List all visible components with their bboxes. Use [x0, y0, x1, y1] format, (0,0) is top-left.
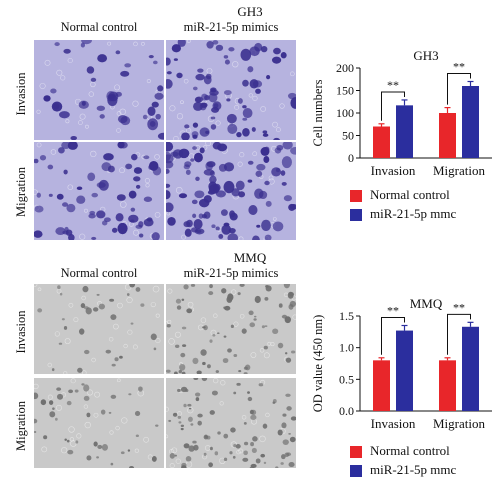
gh3-x-tick-label: Migration — [433, 163, 485, 178]
mmq-y-tick-label: 0.0 — [339, 404, 354, 418]
gh3-legend-mimic-swatch — [350, 209, 362, 221]
gh3-bar-invasion-mimic — [396, 105, 413, 158]
mmq-y-axis-label: OD value (450 nm) — [311, 315, 325, 413]
mmq-legend-mimic-swatch — [350, 465, 362, 477]
mmq-y-tick-label: 1.0 — [339, 341, 354, 355]
mmq-sig-marker: ** — [453, 300, 465, 314]
mmq-bar-invasion-mimic — [396, 330, 413, 411]
mmq-chart-title: MMQ — [410, 296, 443, 311]
gh3-bar-chart: GH3 0 50 100 150 200 Cell numbers ** Invasion ** M… — [311, 48, 492, 178]
mmq-bar-migration-mimic — [462, 326, 479, 411]
gh3-y-tick-label: 150 — [336, 84, 354, 98]
mmq-invasion-mimics-image — [166, 284, 296, 374]
gh3-migration-mimics-image — [166, 142, 296, 240]
gh3-legend-normal-swatch — [350, 190, 362, 202]
mmq-sig-bracket — [381, 317, 405, 355]
mmq-legend-normal-label: Normal control — [370, 443, 450, 458]
gh3-title: GH3 — [237, 4, 263, 19]
gh3-y-axis-label: Cell numbers — [311, 79, 325, 146]
gh3-y-tick-label: 0 — [348, 151, 354, 165]
gh3-bar-migration-normal — [439, 113, 456, 158]
gh3-col-label-mimics: miR-21-5p mimics — [183, 20, 279, 34]
mmq-col-label-normal: Normal control — [60, 266, 138, 280]
gh3-sig-bracket — [381, 91, 405, 121]
mmq-sig-bracket — [447, 313, 471, 355]
mmq-x-tick-label: Invasion — [371, 416, 416, 431]
mmq-sig-marker: ** — [387, 304, 399, 318]
mmq-title: MMQ — [233, 250, 267, 265]
gh3-legend-normal-label: Normal control — [370, 187, 450, 202]
gh3-row-label-migration: Migration — [14, 167, 28, 217]
gh3-y-tick-label: 50 — [342, 129, 354, 143]
gh3-y-tick-label: 100 — [336, 106, 354, 120]
gh3-sig-marker: ** — [453, 60, 465, 74]
gh3-row-label-invasion: Invasion — [14, 72, 28, 116]
mmq-bar-chart: MMQ 0.0 0.5 1.0 1.5 OD value (450 nm) ** Invasi… — [311, 296, 492, 431]
gh3-sig-bracket — [447, 73, 471, 105]
mmq-bar-migration-normal — [439, 360, 456, 411]
gh3-x-tick-label: Invasion — [371, 163, 416, 178]
gh3-sig-marker: ** — [387, 78, 399, 92]
mmq-col-label-mimics: miR-21-5p mimics — [183, 266, 279, 280]
gh3-invasion-mimics-image — [166, 40, 296, 140]
mmq-x-tick-label: Migration — [433, 416, 485, 431]
mmq-legend-mimic-label: miR-21-5p mmc — [370, 462, 457, 477]
mmq-row-label-migration: Migration — [14, 401, 28, 451]
gh3-legend-mimic-label: miR-21-5p mmc — [370, 206, 457, 221]
gh3-chart-title: GH3 — [413, 48, 438, 63]
mmq-bar-invasion-normal — [373, 360, 390, 411]
mmq-migration-mimics-image — [166, 378, 296, 468]
mmq-invasion-normal-image — [34, 284, 164, 374]
mmq-y-tick-label: 0.5 — [339, 372, 354, 386]
mmq-migration-normal-image — [34, 378, 164, 468]
gh3-migration-normal-image — [34, 142, 164, 240]
mmq-y-tick-label: 1.5 — [339, 309, 354, 323]
mmq-legend-normal-swatch — [350, 446, 362, 458]
gh3-bar-migration-mimic — [462, 86, 479, 158]
mmq-row-label-invasion: Invasion — [14, 310, 28, 354]
gh3-invasion-normal-image — [34, 40, 164, 140]
gh3-y-tick-label: 200 — [336, 61, 354, 75]
gh3-bar-invasion-normal — [373, 126, 390, 158]
gh3-col-label-normal: Normal control — [60, 20, 138, 34]
